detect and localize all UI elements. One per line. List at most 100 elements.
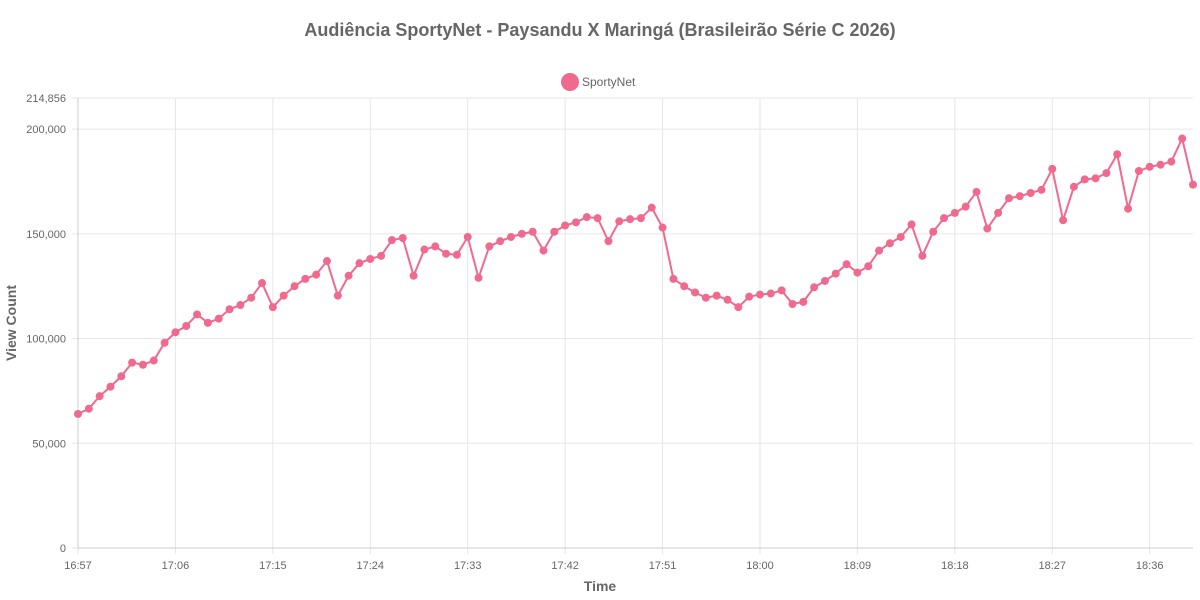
legend-marker-icon[interactable] (561, 73, 579, 91)
data-point[interactable] (755, 290, 764, 299)
data-point[interactable] (420, 245, 429, 254)
data-point[interactable] (236, 301, 245, 310)
data-point[interactable] (766, 289, 775, 298)
data-point[interactable] (1134, 167, 1143, 175)
data-point[interactable] (1026, 188, 1035, 197)
data-point[interactable] (452, 250, 461, 259)
data-point[interactable] (864, 262, 873, 271)
data-point[interactable] (160, 338, 169, 347)
data-point[interactable] (1189, 180, 1197, 189)
data-point[interactable] (734, 303, 743, 312)
data-point[interactable] (940, 214, 949, 223)
data-point[interactable] (626, 215, 635, 224)
legend[interactable]: SportyNet (561, 73, 636, 91)
data-point[interactable] (258, 279, 267, 288)
data-point[interactable] (149, 356, 158, 365)
data-point[interactable] (247, 293, 256, 302)
data-point[interactable] (528, 227, 537, 236)
data-point[interactable] (344, 271, 353, 280)
data-point[interactable] (1059, 216, 1068, 225)
data-point[interactable] (680, 282, 689, 291)
data-point[interactable] (442, 249, 451, 258)
data-point[interactable] (1124, 204, 1133, 213)
data-point[interactable] (875, 246, 884, 255)
data-point[interactable] (463, 232, 472, 241)
data-point[interactable] (550, 227, 559, 236)
data-point[interactable] (214, 314, 223, 323)
data-point[interactable] (994, 208, 1003, 217)
data-point[interactable] (820, 276, 829, 285)
data-point[interactable] (539, 246, 548, 255)
data-point[interactable] (1113, 150, 1122, 159)
data-point[interactable] (571, 218, 580, 227)
data-point[interactable] (582, 213, 591, 222)
data-point[interactable] (138, 360, 147, 369)
data-point[interactable] (128, 358, 137, 367)
data-point[interactable] (333, 291, 342, 300)
data-point[interactable] (1091, 174, 1100, 183)
data-point[interactable] (669, 274, 678, 283)
data-point[interactable] (831, 269, 840, 278)
data-point[interactable] (604, 237, 613, 246)
data-point[interactable] (777, 286, 786, 295)
data-point[interactable] (355, 259, 364, 268)
data-point[interactable] (431, 242, 440, 251)
data-point[interactable] (322, 257, 331, 266)
data-point[interactable] (74, 409, 82, 418)
data-point[interactable] (409, 271, 418, 280)
data-point[interactable] (398, 234, 407, 243)
data-point[interactable] (701, 293, 710, 302)
data-point[interactable] (268, 303, 277, 312)
data-point[interactable] (853, 268, 862, 277)
data-point[interactable] (84, 404, 93, 413)
data-point[interactable] (615, 217, 624, 226)
data-point[interactable] (918, 251, 927, 260)
data-point[interactable] (561, 221, 570, 230)
data-point[interactable] (117, 372, 126, 381)
data-point[interactable] (1037, 185, 1046, 194)
data-point[interactable] (1102, 169, 1111, 178)
data-point[interactable] (1167, 157, 1176, 166)
data-point[interactable] (1004, 194, 1013, 203)
data-point[interactable] (1145, 162, 1154, 171)
data-point[interactable] (593, 214, 602, 223)
data-point[interactable] (290, 282, 299, 291)
data-point[interactable] (203, 318, 212, 327)
data-point[interactable] (1015, 192, 1024, 201)
data-point[interactable] (1069, 182, 1078, 191)
data-point[interactable] (106, 382, 115, 391)
data-point[interactable] (193, 310, 202, 319)
data-point[interactable] (366, 254, 375, 263)
data-point[interactable] (636, 214, 645, 223)
data-point[interactable] (799, 297, 808, 306)
data-point[interactable] (301, 274, 310, 283)
data-point[interactable] (507, 232, 516, 241)
data-point[interactable] (95, 392, 104, 401)
data-point[interactable] (907, 220, 916, 229)
data-point[interactable] (788, 300, 797, 308)
data-point[interactable] (691, 288, 700, 297)
data-point[interactable] (961, 202, 970, 211)
data-point[interactable] (387, 236, 396, 245)
data-point[interactable] (745, 292, 754, 301)
data-point[interactable] (1156, 160, 1165, 169)
data-point[interactable] (896, 232, 905, 241)
data-point[interactable] (171, 328, 180, 337)
data-point[interactable] (182, 321, 191, 330)
data-point[interactable] (377, 251, 386, 260)
data-point[interactable] (647, 203, 656, 212)
data-point[interactable] (712, 291, 721, 300)
data-point[interactable] (1178, 134, 1187, 143)
data-point[interactable] (1048, 164, 1057, 173)
data-point[interactable] (950, 208, 959, 217)
data-point[interactable] (225, 305, 234, 314)
data-point[interactable] (474, 273, 483, 282)
data-point[interactable] (723, 295, 732, 304)
data-point[interactable] (983, 224, 992, 233)
data-point[interactable] (658, 223, 667, 232)
data-point[interactable] (496, 237, 505, 246)
data-point[interactable] (885, 239, 894, 248)
data-point[interactable] (929, 227, 938, 236)
data-point[interactable] (485, 242, 494, 251)
data-point[interactable] (1080, 175, 1089, 184)
